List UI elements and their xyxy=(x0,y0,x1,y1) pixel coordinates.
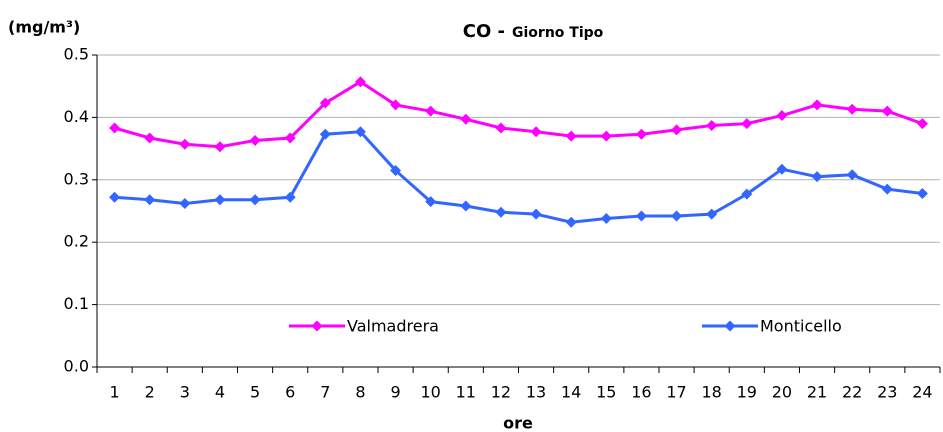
data-point xyxy=(776,110,788,122)
data-point xyxy=(635,210,647,222)
data-point xyxy=(706,208,718,220)
data-point xyxy=(671,124,683,136)
x-tick-label: 14 xyxy=(561,383,581,402)
data-point xyxy=(144,132,156,144)
x-tick-label: 23 xyxy=(877,383,897,402)
data-point xyxy=(741,118,753,130)
y-tick-label: 0.0 xyxy=(64,357,89,376)
data-point xyxy=(811,99,823,111)
data-point xyxy=(214,194,226,206)
y-tick-label: 0.1 xyxy=(64,294,89,313)
data-point xyxy=(635,128,647,140)
data-point xyxy=(425,105,437,117)
data-point xyxy=(565,130,577,142)
data-point xyxy=(109,122,121,134)
x-tick-label: 9 xyxy=(390,383,400,402)
x-tick-label: 12 xyxy=(491,383,511,402)
data-point xyxy=(249,134,261,146)
data-point xyxy=(741,188,753,200)
data-point xyxy=(600,212,612,224)
x-tick-label: 22 xyxy=(842,383,862,402)
data-point xyxy=(319,128,331,140)
series-line xyxy=(114,80,923,149)
data-point xyxy=(214,141,226,153)
data-point xyxy=(916,118,928,130)
data-point xyxy=(495,122,507,134)
x-tick-label: 7 xyxy=(320,383,330,402)
x-tick-label: 5 xyxy=(250,383,260,402)
y-tick-label: 0.4 xyxy=(64,107,89,126)
legend-label: Valmadrera xyxy=(347,317,439,336)
chart-title: CO - xyxy=(463,21,505,42)
y-tick-label: 0.2 xyxy=(64,232,89,251)
y-tick-label: 0.3 xyxy=(64,169,89,188)
data-point xyxy=(881,183,893,195)
data-point xyxy=(284,132,296,144)
data-point xyxy=(354,76,366,88)
chart-subtitle: Giorno Tipo xyxy=(512,25,604,41)
data-point xyxy=(846,169,858,181)
data-point xyxy=(319,97,331,109)
data-point xyxy=(706,120,718,132)
x-tick-label: 16 xyxy=(631,383,651,402)
x-tick-label: 10 xyxy=(421,383,441,402)
x-axis-label: ore xyxy=(503,414,533,432)
data-point xyxy=(671,210,683,222)
data-point xyxy=(495,206,507,218)
x-tick-label: 4 xyxy=(215,383,225,402)
data-point xyxy=(425,196,437,208)
data-point xyxy=(916,188,928,200)
data-point xyxy=(179,198,191,210)
data-point xyxy=(460,200,472,212)
y-axis-label: (mg/m³) xyxy=(8,18,80,37)
data-point xyxy=(354,126,366,138)
data-point xyxy=(846,103,858,115)
x-tick-label: 3 xyxy=(180,383,190,402)
data-point xyxy=(144,194,156,206)
data-point xyxy=(811,171,823,183)
x-tick-label: 17 xyxy=(666,383,686,402)
data-point xyxy=(109,191,121,203)
x-tick-label: 24 xyxy=(912,383,932,402)
x-tick-label: 15 xyxy=(596,383,616,402)
data-point xyxy=(530,208,542,220)
data-point xyxy=(284,191,296,203)
x-tick-label: 13 xyxy=(526,383,546,402)
data-point xyxy=(530,126,542,138)
series-line xyxy=(114,130,923,224)
x-tick-label: 21 xyxy=(807,383,827,402)
x-tick-label: 18 xyxy=(702,383,722,402)
y-tick-label: 0.5 xyxy=(64,45,89,64)
data-point xyxy=(881,105,893,117)
x-tick-label: 20 xyxy=(772,383,792,402)
x-tick-label: 6 xyxy=(285,383,295,402)
data-point xyxy=(565,216,577,228)
legend-marker xyxy=(311,320,323,332)
x-tick-label: 1 xyxy=(109,383,119,402)
x-tick-label: 19 xyxy=(737,383,757,402)
x-tick-label: 2 xyxy=(145,383,155,402)
data-point xyxy=(460,113,472,125)
data-point xyxy=(179,138,191,150)
data-point xyxy=(776,163,788,175)
legend-marker xyxy=(724,320,736,332)
x-tick-label: 11 xyxy=(456,383,476,402)
data-point xyxy=(390,164,402,176)
data-point xyxy=(600,130,612,142)
data-point xyxy=(249,194,261,206)
x-tick-label: 8 xyxy=(355,383,365,402)
legend-label: Monticello xyxy=(760,317,842,336)
data-point xyxy=(390,99,402,111)
